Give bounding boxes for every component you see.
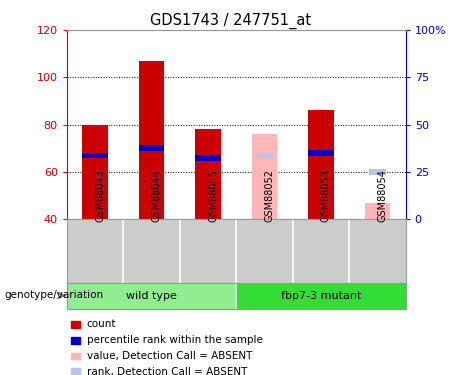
Text: GSM88044: GSM88044 — [152, 169, 161, 222]
Bar — [195, 129, 221, 219]
Text: GSM88043: GSM88043 — [95, 169, 105, 222]
Bar — [83, 124, 108, 219]
Bar — [67, 283, 236, 309]
Text: value, Detection Call = ABSENT: value, Detection Call = ABSENT — [87, 351, 252, 361]
Bar — [308, 150, 334, 156]
Text: percentile rank within the sample: percentile rank within the sample — [87, 335, 263, 345]
Bar — [365, 203, 390, 219]
Text: count: count — [87, 320, 116, 329]
Text: GSM88054: GSM88054 — [378, 169, 387, 222]
Text: GSM88052: GSM88052 — [265, 169, 274, 222]
Text: GSM88045: GSM88045 — [208, 169, 218, 222]
Text: fbp7-3 mutant: fbp7-3 mutant — [281, 291, 361, 301]
Bar — [139, 146, 164, 152]
Text: GDS1743 / 247751_at: GDS1743 / 247751_at — [150, 13, 311, 29]
Bar — [255, 153, 273, 158]
Text: genotype/variation: genotype/variation — [5, 291, 104, 300]
Bar — [195, 155, 221, 161]
Text: GSM88053: GSM88053 — [321, 169, 331, 222]
Text: rank, Detection Call = ABSENT: rank, Detection Call = ABSENT — [87, 367, 247, 375]
Bar — [252, 134, 277, 219]
Bar — [236, 283, 406, 309]
Bar — [83, 153, 108, 158]
Bar — [308, 111, 334, 219]
Bar — [139, 61, 164, 219]
Text: wild type: wild type — [126, 291, 177, 301]
Bar — [368, 169, 386, 175]
